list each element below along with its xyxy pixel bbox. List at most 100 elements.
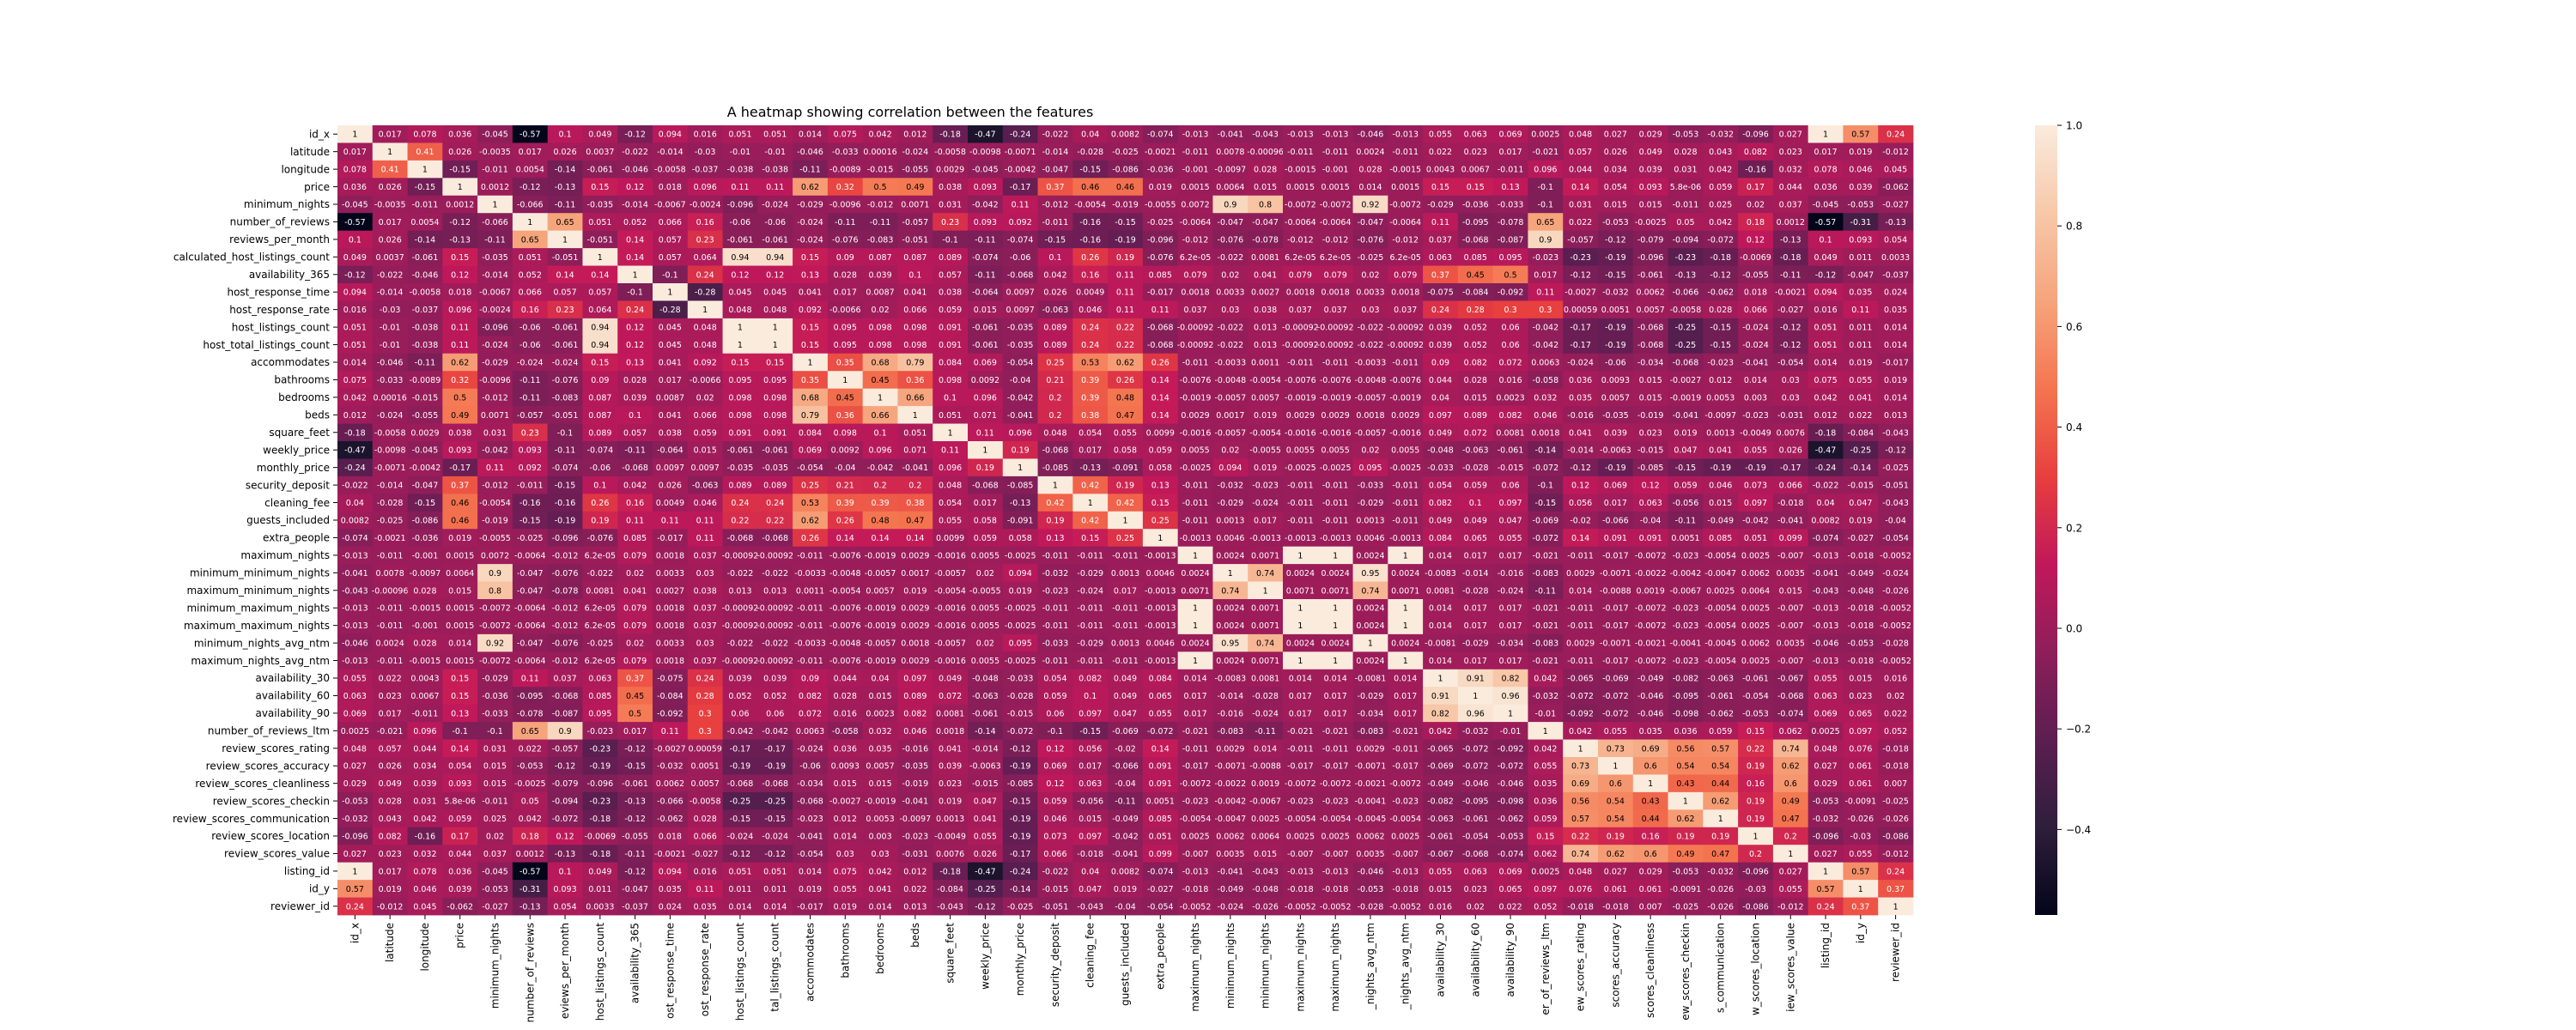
heatmap-cell-label: -0.076: [832, 235, 859, 245]
heatmap-cell-label: 0.039: [1639, 166, 1662, 175]
heatmap-cell: [1108, 178, 1144, 197]
heatmap-cell-label: 0.19: [591, 517, 609, 526]
heatmap-cell-label: 0.069: [799, 446, 822, 456]
heatmap-cell-label: -0.041: [1813, 569, 1839, 579]
heatmap-cell-label: -0.068: [1147, 341, 1174, 350]
heatmap-cell-label: 0.42: [1081, 482, 1099, 491]
heatmap-cell: [372, 195, 408, 214]
heatmap-cell-label: 0.057: [588, 288, 611, 298]
heatmap-cell-label: 0.094: [1009, 569, 1032, 579]
heatmap-cell-label: 0.061: [1849, 762, 1872, 772]
heatmap-cell: [477, 160, 513, 179]
heatmap-cell-label: 0.0025: [1706, 586, 1735, 596]
heatmap-cell-label: 0.026: [379, 762, 402, 772]
heatmap-cell: [1632, 195, 1668, 214]
heatmap-cell-label: 1: [1157, 534, 1163, 543]
heatmap-cell-label: 0.027: [343, 762, 367, 772]
heatmap-cell-label: 1: [387, 148, 392, 157]
heatmap-cell: [1283, 160, 1319, 179]
x-tick-label: minimum_nights: [1260, 923, 1272, 1009]
heatmap-cell-label: 0.055: [343, 675, 367, 684]
heatmap-cell: [1492, 195, 1528, 214]
heatmap-cell-label: 0.0029: [1566, 639, 1595, 649]
heatmap-cell-label: -0.06: [1010, 253, 1031, 263]
heatmap-cell: [1457, 142, 1494, 161]
heatmap-cell-label: -0.084: [1462, 288, 1489, 298]
x-tick-label: host_listings_count: [594, 923, 606, 1021]
heatmap-cell: [827, 160, 864, 179]
heatmap-cell-label: 0.089: [1043, 324, 1066, 333]
x-tick-label: number_of_reviews: [524, 923, 536, 1022]
heatmap-cell-label: 0.013: [1884, 411, 1907, 421]
heatmap-cell-label: 0.017: [1534, 270, 1557, 280]
heatmap-cell-label: 0.037: [483, 850, 507, 859]
heatmap-cell-label: -0.12: [730, 850, 751, 859]
heatmap-cell-label: -0.053: [1602, 218, 1629, 227]
heatmap-cell-label: 0.095: [834, 324, 857, 333]
heatmap-cell-label: -0.061: [762, 446, 788, 456]
heatmap-cell-label: -0.046: [1637, 709, 1664, 718]
heatmap-cell-label: -0.065: [1567, 675, 1594, 684]
heatmap-cell-label: -0.0089: [829, 166, 861, 175]
x-tick-label: ost_response_time: [664, 923, 676, 1019]
x-tick-label: security_deposit: [1049, 923, 1061, 1007]
heatmap-cell-label: -0.042: [762, 727, 788, 736]
heatmap-cell: [757, 195, 793, 214]
heatmap-cell-label: 0.14: [1571, 183, 1589, 192]
heatmap-cell-label: 1: [1193, 657, 1198, 666]
heatmap-cell-label: -0.15: [1710, 324, 1731, 333]
heatmap-cell-label: 0.013: [763, 586, 787, 596]
heatmap-cell-label: 0.0027: [656, 586, 684, 596]
heatmap-cell-label: -0.0057: [934, 639, 966, 649]
heatmap-cell-label: -0.011: [1287, 517, 1314, 526]
heatmap-cell-label: -0.086: [412, 517, 439, 526]
heatmap-cell-label: 0.012: [834, 815, 857, 824]
heatmap-cell-label: -0.0019: [1389, 393, 1421, 403]
heatmap-cell-label: -0.085: [1007, 482, 1034, 491]
heatmap-cell: [722, 213, 758, 232]
heatmap-cell: [1528, 195, 1564, 214]
heatmap-cell: [1248, 213, 1284, 232]
heatmap-cell-label: -0.026: [1707, 885, 1734, 894]
x-axis-tick-labels: id_x latitude longitude price minimum_nights…: [349, 915, 1902, 1022]
heatmap-cell-label: -0.047: [1252, 218, 1279, 227]
heatmap-cell-label: -0.1: [557, 428, 574, 438]
heatmap-cell-label: -0.063: [1707, 675, 1734, 684]
heatmap-cell-label: 0.018: [448, 288, 471, 298]
heatmap-cell-label: -0.011: [1322, 744, 1349, 754]
heatmap-cell-label: 0.17: [451, 833, 469, 842]
colorbar-tick-label: 0.4: [2066, 421, 2082, 433]
heatmap-cell-label: -0.084: [657, 692, 683, 701]
heatmap-cell-label: -0.57: [519, 130, 541, 140]
heatmap-cell-label: -0.049: [1427, 779, 1454, 789]
heatmap-cell-label: -0.011: [1322, 499, 1349, 508]
heatmap-cell-label: -0.061: [1498, 446, 1524, 456]
x-tick-label: maximum_nights: [1329, 923, 1341, 1012]
heatmap-cell-label: -0.096: [587, 779, 614, 789]
heatmap-cell-label: -0.0045: [1355, 815, 1387, 824]
heatmap-cell-label: -0.023: [1182, 797, 1209, 807]
heatmap-cell-label: 0.0082: [341, 517, 369, 526]
heatmap-cell-label: 0.0063: [1531, 359, 1559, 368]
heatmap-cell-label: -0.00092: [722, 604, 759, 614]
heatmap-cell-label: 0.042: [1569, 727, 1592, 736]
y-tick-label: reviewer_id: [270, 900, 330, 912]
heatmap-cell-label: -0.0072: [479, 657, 511, 666]
heatmap-cell-label: 0.15: [1747, 727, 1765, 736]
heatmap-cell-label: -0.0097: [1704, 411, 1736, 421]
heatmap-cell-label: 1: [1613, 762, 1618, 772]
y-tick-label: number_of_reviews: [230, 216, 330, 228]
heatmap-cell-label: 0.48: [1116, 393, 1134, 403]
heatmap-cell-label: 0.042: [1429, 727, 1452, 736]
heatmap-cell-label: 0.0035: [1777, 639, 1805, 649]
heatmap-cell-label: 0.0024: [1321, 569, 1350, 579]
heatmap-cell-label: -0.1: [1538, 482, 1554, 491]
heatmap-cell-label: 1: [598, 253, 603, 263]
heatmap-cell-label: -0.053: [1673, 867, 1699, 876]
heatmap-cell: [653, 125, 689, 143]
heatmap-cell-label: -0.12: [1570, 464, 1591, 473]
heatmap-cell-label: 0.065: [1149, 692, 1172, 701]
heatmap-cell: [442, 160, 478, 179]
heatmap-cell-label: 0.027: [1779, 867, 1802, 876]
heatmap-cell-label: 0.026: [379, 183, 402, 192]
